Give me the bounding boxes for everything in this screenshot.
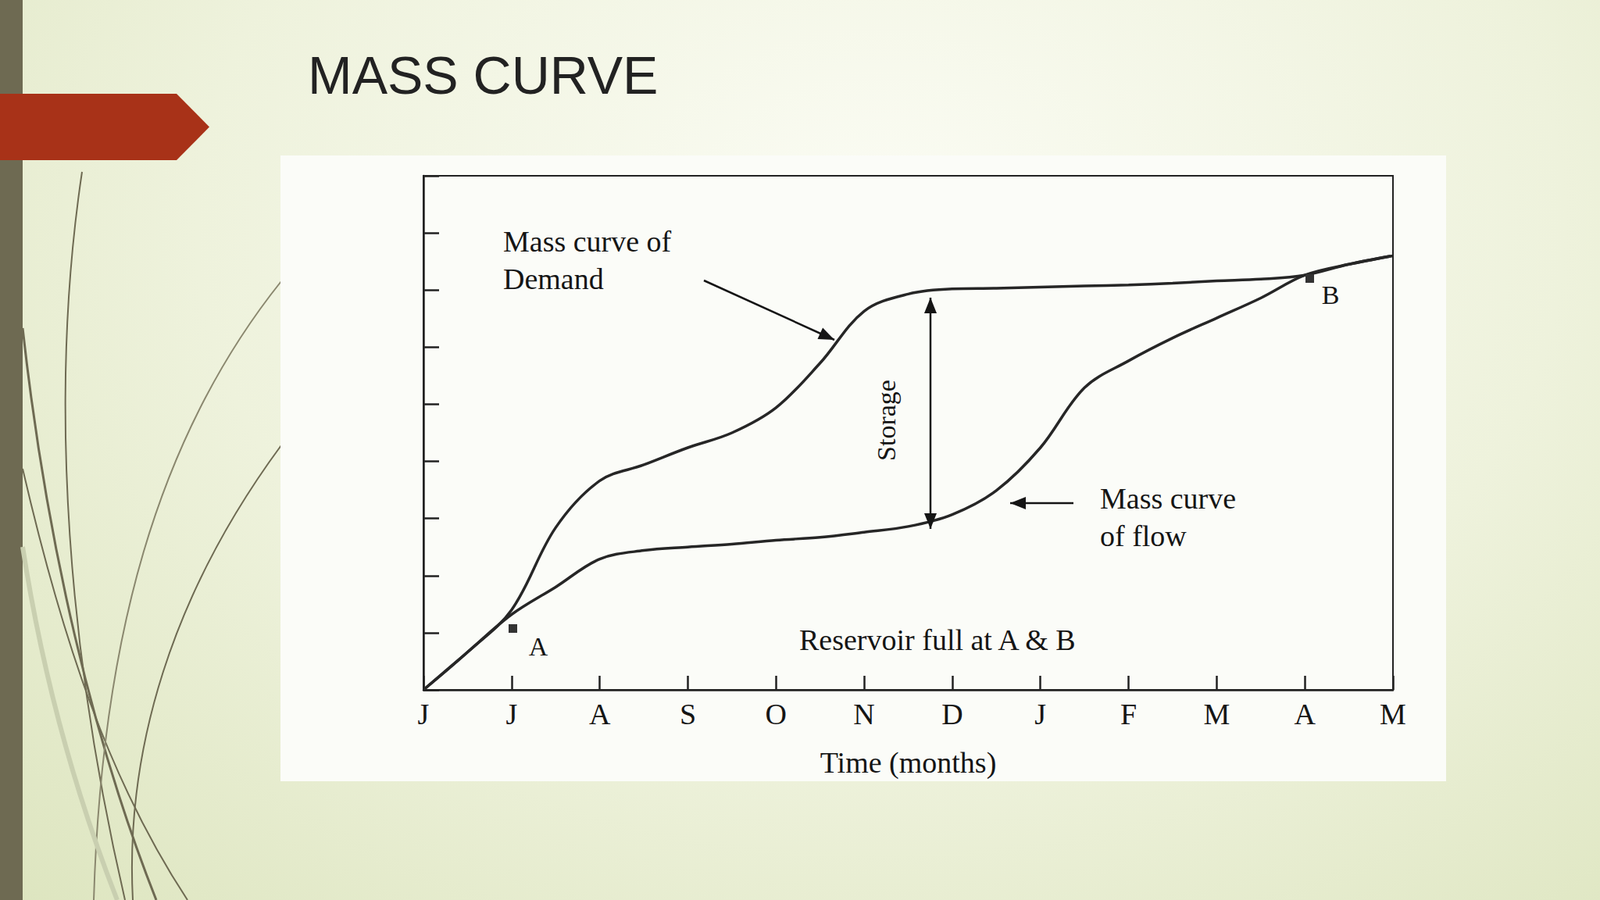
svg-text:A: A	[1293, 697, 1316, 731]
svg-text:M: M	[1203, 697, 1230, 731]
html-text:MASS CURVE: MASS CURVE	[307, 45, 659, 105]
svg-text:Time (months): Time (months)	[820, 746, 997, 780]
svg-text:Demand: Demand	[503, 262, 604, 296]
svg-text:of flow: of flow	[1100, 519, 1187, 553]
svg-text:A: A	[589, 697, 611, 731]
svg-text:Mass curve: Mass curve	[1100, 482, 1236, 515]
svg-text:S: S	[679, 697, 697, 731]
svg-text:F: F	[1120, 697, 1137, 731]
svg-text:J: J	[505, 697, 518, 731]
svg-text:A: A	[528, 632, 549, 661]
svg-text:Reservoir full at A & B: Reservoir full at A & B	[799, 623, 1076, 657]
svg-text:Storage: Storage	[871, 379, 901, 461]
svg-text:D: D	[941, 697, 963, 731]
svg-text:Mass curve of: Mass curve of	[503, 225, 672, 258]
svg-text:J: J	[1034, 697, 1047, 731]
svg-text:B: B	[1321, 280, 1340, 310]
svg-text:O: O	[765, 697, 787, 731]
svg-text:M: M	[1379, 697, 1407, 731]
svg-text:J: J	[417, 697, 430, 731]
svg-text:N: N	[853, 697, 875, 731]
